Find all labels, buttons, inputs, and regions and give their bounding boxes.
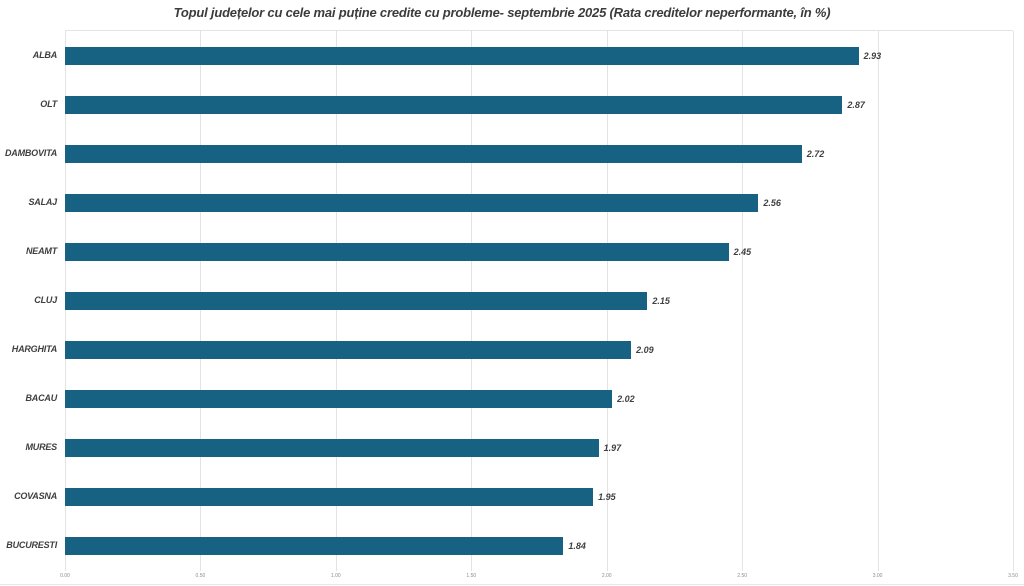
axis-baseline [0,584,1024,585]
bar [65,193,759,212]
bar-row: 2.72 [65,129,1013,178]
bar-row: 2.87 [65,80,1013,129]
bar-row: 2.02 [65,375,1013,424]
bar-value-label: 2.93 [863,50,882,61]
bar [65,242,729,261]
bar-row: 2.45 [65,227,1013,276]
category-axis: ALBA OLT DAMBOVITA SALAJ NEAMT CLUJ HARGHITA BA… [0,30,57,570]
bar-value-label: 2.15 [652,295,670,306]
bar [65,95,843,114]
x-tick-label: 2.00 [601,573,612,579]
category-label: SALAJ [28,196,57,207]
category-label: HARGHITA [11,344,57,354]
bar-value-label: 1.84 [568,541,586,552]
bar-value-label: 2.72 [806,148,825,159]
category-label: NEAMT [26,245,57,256]
chart-title: Topul județelor cu cele mai puține credi… [173,5,831,20]
x-tick-label: 2.50 [737,573,748,579]
bar-value-label: 1.95 [598,492,616,503]
bar [65,291,648,310]
category-label: COVASNA [14,491,57,502]
bar [65,341,632,359]
bar-value-label: 2.02 [617,394,635,405]
bar [65,390,613,409]
gridline [877,31,879,571]
value-axis: 0.00 0.50 1.00 1.50 2.00 2.50 3.00 3.50 [60,573,1018,583]
category-label: DAMBOVITA [4,147,57,158]
bar-row: 2.56 [65,178,1013,227]
category-label: BUCURESTI [6,540,57,551]
bar-row: 1.84 [65,522,1013,571]
category-label: ALBA [32,49,57,60]
bar-row: 1.95 [65,473,1013,522]
bar-row: 2.93 [65,31,1013,80]
bar [65,488,594,507]
bar-value-label: 2.87 [847,99,865,110]
bar-value-label: 2.09 [636,345,654,355]
bar-row: 2.15 [65,276,1013,325]
category-label: MURES [25,442,57,453]
bar [65,144,802,163]
bar-value-label: 2.56 [763,197,781,208]
bar-value-label: 1.97 [603,443,622,454]
gridline [1013,31,1014,571]
x-tick-label: 1.50 [466,573,477,579]
bar [65,46,859,65]
category-label: BACAU [25,393,58,404]
x-tick-label: 0.00 [60,573,70,579]
gridline [742,31,744,571]
plot-area: 2.93 2.87 2.72 2.56 2.45 2.15 2.09 2.02 1.97 1.95… [65,30,1014,571]
bar-value-label: 2.45 [733,246,752,257]
bar-row: 2.09 [65,325,1013,374]
x-tick-label: 1.00 [330,573,341,579]
bars-layer: 2.93 2.87 2.72 2.56 2.45 2.15 2.09 2.02 1.97 1.95… [65,31,1013,571]
category-label: OLT [40,98,57,109]
category-label: CLUJ [34,294,57,305]
x-tick-label: 3.00 [872,573,883,579]
bar-row: 1.97 [65,424,1013,473]
bar [65,439,599,458]
bar [65,537,564,556]
x-tick-label: 3.50 [1008,573,1018,579]
x-tick-label: 0.50 [195,573,206,579]
